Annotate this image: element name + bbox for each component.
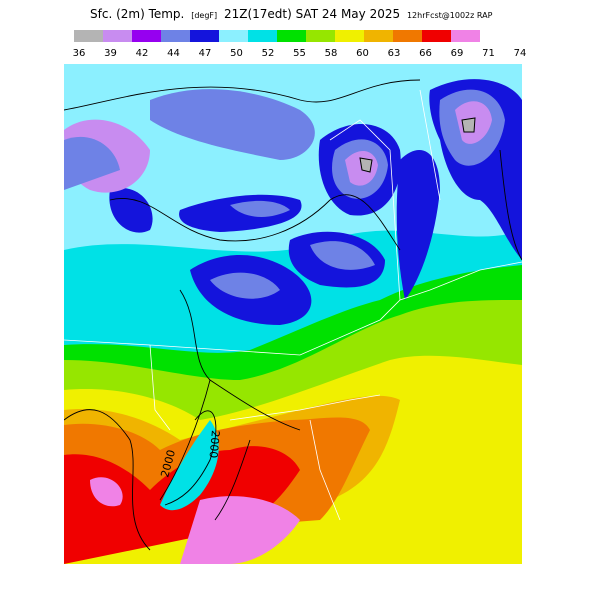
- colorbar-swatch: [451, 30, 480, 42]
- field-blue-w: [109, 188, 302, 233]
- colorbar-swatch: [306, 30, 335, 42]
- colorbar-label: 39: [104, 48, 117, 59]
- colorbar-label: 47: [199, 48, 212, 59]
- field-cyan-ridge: [160, 420, 219, 511]
- colorbar-label: 44: [167, 48, 180, 59]
- colorbar-label: 36: [73, 48, 86, 59]
- colorbar-label: 60: [356, 48, 369, 59]
- title-model: 12hrFcst@1002z RAP: [407, 11, 493, 20]
- colorbar-label: 52: [262, 48, 275, 59]
- field-lavender: [64, 101, 492, 193]
- contours: [64, 79, 522, 551]
- title-units: [degF]: [191, 11, 217, 20]
- colorbar: 36 39 42 44 47 50 52 55 58 60 63 66 69 71 74: [73, 30, 527, 59]
- field-gray: [359, 117, 476, 173]
- colorbar-label: 42: [136, 48, 149, 59]
- colorbar-label: 55: [293, 48, 306, 59]
- colorbar-label: 71: [482, 48, 495, 59]
- colorbar-label: 50: [230, 48, 243, 59]
- colorbar-label: 69: [451, 48, 464, 59]
- colorbar-swatch: [335, 30, 364, 42]
- title-main: Sfc. (2m) Temp.: [90, 7, 184, 21]
- map: 2000 2000: [64, 64, 522, 564]
- title-valid: 21Z(17edt) SAT 24 May 2025: [224, 7, 400, 21]
- colorbar-swatch: [132, 30, 161, 42]
- field-slate-c: [210, 200, 375, 299]
- colorbar-swatch: [248, 30, 277, 42]
- colorbar-swatch: [103, 30, 132, 42]
- boundaries: [64, 89, 522, 521]
- title: Sfc. (2m) Temp. [degF] 21Z(17edt) SAT 24…: [90, 7, 493, 21]
- colorbar-swatch: [74, 30, 103, 42]
- contour-label: 2000: [207, 430, 222, 459]
- colorbar-label: 66: [419, 48, 432, 59]
- field-slate-n: [150, 89, 315, 160]
- colorbar-swatch: [219, 30, 248, 42]
- field-pink: [90, 477, 300, 564]
- colorbar-swatch: [190, 30, 219, 42]
- colorbar-swatch: [364, 30, 393, 42]
- colorbar-label: 63: [388, 48, 401, 59]
- colorbar-swatch: [277, 30, 306, 42]
- colorbar-swatch: [422, 30, 451, 42]
- colorbar-swatch: [161, 30, 190, 42]
- colorbar-swatch: [393, 30, 422, 42]
- field-slate-w: [64, 136, 120, 190]
- colorbar-label: 58: [325, 48, 338, 59]
- colorbar-label: 74: [514, 48, 527, 59]
